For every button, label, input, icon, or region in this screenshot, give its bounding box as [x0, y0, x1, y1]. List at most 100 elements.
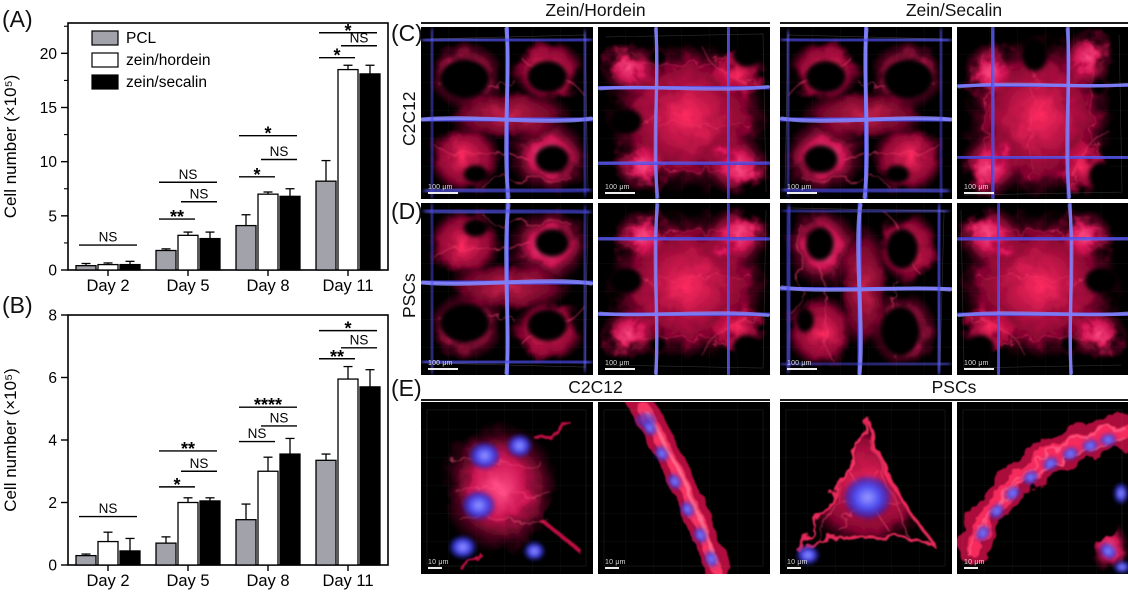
scalebar: 100 μm — [428, 183, 458, 194]
svg-text:20: 20 — [40, 46, 58, 63]
significance-label: * — [173, 475, 180, 495]
significance-label: * — [253, 165, 260, 185]
chart-svg-b: 0 2 4 6 8 Cell number (×10⁵) Day 2 Day 5 Day 8 Da… — [1, 308, 389, 590]
bar-a-day-5-zein-hordein — [177, 234, 199, 271]
panel-c-label: (C) — [391, 20, 423, 46]
svg-text:15: 15 — [40, 100, 57, 117]
scalebar-line — [964, 192, 994, 194]
svg-text:4: 4 — [48, 433, 57, 450]
bar-b-day-5-zein-hordein — [177, 501, 199, 566]
significance-label: NS — [179, 167, 198, 182]
legend-label: zein/hordein — [126, 52, 210, 69]
significance-label: NS — [99, 501, 118, 516]
micrograph-e-pscs-1: 10 μm — [780, 402, 952, 574]
x-category-label: Day 11 — [322, 277, 373, 295]
micrograph-d-secalin-1: 100 μm — [780, 203, 952, 375]
bar-a-day-8-pcl — [235, 224, 257, 271]
svg-text:2: 2 — [48, 495, 57, 512]
confocal-scaffold-image — [421, 27, 593, 199]
scalebar-label: 100 μm — [605, 183, 630, 191]
y-axis-label: Cell number (×10⁵) — [1, 368, 20, 512]
significance-label: NS — [270, 410, 289, 425]
scalebar-label: 100 μm — [964, 183, 989, 191]
confocal-scaffold-image — [780, 203, 952, 375]
scalebar-label: 100 μm — [787, 183, 812, 191]
significance-label: ** — [170, 207, 184, 227]
scalebar-line — [428, 192, 458, 194]
significance-label: * — [333, 46, 340, 66]
row-label-c2c12: C2C12 — [399, 91, 419, 146]
micrograph-e-c2c12-2: 10 μm — [598, 402, 770, 574]
bar-b-day-5-zein-secalin — [199, 500, 221, 566]
bar-b-day-11-zein-hordein — [337, 378, 359, 566]
panel-b-bar-chart: 0 2 4 6 8 Cell number (×10⁵) Day 2 Day 5 Day 8 Da… — [0, 292, 398, 596]
x-category-label: Day 8 — [246, 277, 289, 295]
panel-b-label: (B) — [2, 292, 33, 318]
confocal-scaffold-image — [598, 203, 770, 375]
confocal-cell-image — [421, 402, 593, 574]
panel-a-label: (A) — [2, 6, 33, 32]
svg-text:0: 0 — [48, 263, 57, 280]
bar-a-day-5-pcl — [155, 249, 177, 271]
scalebar-line — [964, 567, 978, 569]
bar-a-day-2-zein-secalin — [119, 263, 141, 271]
legend-label: PCL — [126, 30, 157, 47]
bar-b-day-2-pcl — [75, 554, 97, 566]
row-label-pscs: PSCs — [399, 273, 419, 318]
confocal-scaffold-image — [780, 27, 952, 199]
y-axis-label: Cell number (×10⁵) — [1, 75, 20, 219]
micrograph-e-c2c12-1: 10 μm — [421, 402, 593, 574]
significance-label: NS — [99, 230, 118, 245]
bar-b-day-2-zein-hordein — [97, 540, 119, 566]
bar-a-day-11-pcl — [315, 180, 337, 271]
scalebar-label: 10 μm — [787, 558, 808, 566]
significance-label: NS — [350, 332, 369, 347]
significance-label: NS — [270, 144, 289, 159]
legend-label: zein/secalin — [126, 74, 207, 91]
header-zein-secalin: Zein/Secalin — [780, 0, 1128, 24]
significance-label: * — [344, 21, 351, 41]
significance-label: ** — [181, 439, 195, 459]
micrograph-c-secalin-1: 100 μm — [780, 27, 952, 199]
svg-text:6: 6 — [48, 370, 57, 387]
confocal-scaffold-image — [957, 27, 1128, 199]
scalebar: 10 μm — [428, 558, 449, 569]
scalebar-line — [428, 368, 458, 370]
scalebar: 10 μm — [787, 558, 808, 569]
x-category-label: Day 8 — [246, 572, 289, 590]
bar-b-day-8-pcl — [235, 519, 257, 566]
bar-a-day-2-pcl — [75, 265, 97, 271]
svg-text:10: 10 — [40, 154, 58, 171]
header-e-c2c12: C2C12 — [421, 377, 770, 401]
bar-a-day-11-zein-hordein — [337, 68, 359, 271]
scalebar-line — [787, 192, 817, 194]
scalebar-label: 10 μm — [428, 558, 449, 566]
bar-b-day-11-pcl — [315, 459, 337, 566]
scalebar-line — [605, 567, 619, 569]
scalebar-line — [605, 192, 635, 194]
scalebar: 100 μm — [964, 183, 994, 194]
micrograph-d-hordein-2: 100 μm — [598, 203, 770, 375]
significance-label: * — [344, 319, 351, 339]
scalebar-label: 100 μm — [428, 183, 453, 191]
scalebar-line — [605, 368, 635, 370]
micrograph-e-pscs-2: 10 μm — [957, 402, 1128, 574]
significance-label: NS — [248, 426, 267, 441]
scalebar: 100 μm — [787, 183, 817, 194]
significance-label: NS — [190, 456, 209, 471]
bar-a-day-8-zein-hordein — [257, 193, 279, 271]
micrograph-d-secalin-2: 100 μm — [957, 203, 1128, 375]
scalebar-label: 100 μm — [787, 359, 812, 367]
scalebar-label: 10 μm — [605, 558, 626, 566]
scalebar: 100 μm — [787, 359, 817, 370]
micrograph-d-hordein-1: 100 μm — [421, 203, 593, 375]
significance-label: * — [264, 124, 271, 144]
x-category-label: Day 5 — [166, 572, 209, 590]
x-category-label: Day 2 — [86, 572, 129, 590]
scalebar-label: 100 μm — [605, 359, 630, 367]
scalebar: 10 μm — [605, 558, 626, 569]
scalebar: 100 μm — [964, 360, 994, 370]
significance-label: NS — [190, 186, 209, 201]
x-category-label: Day 11 — [322, 572, 373, 590]
panel-e-label: (E) — [391, 375, 422, 401]
